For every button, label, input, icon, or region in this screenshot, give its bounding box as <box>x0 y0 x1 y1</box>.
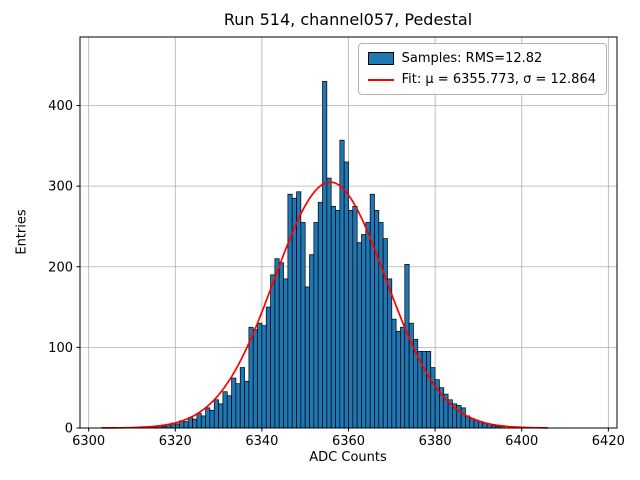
histogram-bar <box>382 238 388 429</box>
histogram-bar <box>304 286 310 429</box>
y-tick-label: 0 <box>65 422 73 437</box>
histogram-bar <box>213 399 219 429</box>
x-tick-label: 6420 <box>592 434 625 449</box>
fit-curve <box>101 181 548 429</box>
y-tick-label: 200 <box>48 260 73 275</box>
histogram-bar <box>374 209 380 429</box>
y-tick-label: 100 <box>48 341 73 356</box>
x-tick-label: 6320 <box>159 434 192 449</box>
histogram-bar <box>352 205 358 429</box>
histogram-bar <box>192 418 198 429</box>
samples-legend-label: Samples: RMS=12.82 <box>401 51 543 66</box>
histogram-bar <box>274 258 280 429</box>
histogram-bar <box>356 242 362 429</box>
histogram-bar <box>421 351 427 429</box>
histogram-bar <box>205 407 211 429</box>
histogram-bar <box>391 318 397 429</box>
histogram-bar <box>183 421 189 429</box>
samples-legend-swatch <box>367 52 394 65</box>
histogram-bar <box>209 409 215 429</box>
histogram-bar <box>261 325 267 429</box>
histogram-bar <box>426 351 432 429</box>
histogram-bar <box>430 367 436 429</box>
fit-legend-label: Fit: μ = 6355.773, σ = 12.864 <box>401 72 596 87</box>
histogram-bar <box>174 423 180 429</box>
histogram-bar <box>313 222 319 429</box>
histogram-bar <box>361 234 367 429</box>
histogram-bar <box>326 177 332 429</box>
histogram-bar <box>378 222 384 429</box>
legend: Samples: RMS=12.82 Fit: μ = 6355.773, σ … <box>357 43 607 95</box>
histogram-bar <box>322 80 328 429</box>
histogram-bar <box>278 262 284 429</box>
histogram-bar <box>235 383 241 429</box>
histogram-bar <box>317 201 323 429</box>
histogram-bar <box>365 222 371 429</box>
histogram-bar <box>222 391 228 429</box>
x-tick-label: 6400 <box>505 434 538 449</box>
fit-legend-swatch <box>367 78 394 81</box>
x-tick-label: 6340 <box>245 434 278 449</box>
histogram-bar <box>252 329 258 429</box>
histogram-bar <box>218 403 224 429</box>
histogram-bar <box>343 161 349 429</box>
y-tick-label: 400 <box>48 99 73 114</box>
histogram-bar <box>196 413 202 429</box>
legend-row-samples: Samples: RMS=12.82 <box>367 51 596 66</box>
histogram-bar <box>460 407 466 429</box>
y-axis-label: Entries <box>14 209 30 255</box>
histogram-bar <box>265 306 271 429</box>
x-tick-label: 6360 <box>332 434 365 449</box>
y-tick-label: 300 <box>48 180 73 195</box>
chart-title: Run 514, channel057, Pedestal <box>223 10 473 29</box>
histogram-bar <box>330 205 336 429</box>
histogram-bar <box>200 415 206 429</box>
histogram-bar <box>187 417 193 429</box>
histogram-bar <box>395 330 401 429</box>
histogram-bar <box>300 222 306 429</box>
histogram-bar <box>231 377 237 429</box>
histogram-bar <box>296 191 302 429</box>
legend-row-fit: Fit: μ = 6355.773, σ = 12.864 <box>367 72 596 87</box>
histogram-bar <box>369 193 375 429</box>
histogram-bar <box>239 367 245 429</box>
x-tick-label: 6300 <box>72 434 105 449</box>
histogram-bar <box>283 278 289 429</box>
histogram-bar <box>348 209 354 429</box>
histogram-bar <box>226 395 232 429</box>
histogram-bar <box>244 380 250 429</box>
histogram-bar <box>335 209 341 429</box>
histogram-bar <box>257 322 263 429</box>
x-tick-label: 6380 <box>419 434 452 449</box>
histogram-bar <box>404 263 410 429</box>
histogram-bar <box>309 254 315 429</box>
histogram-bar <box>270 274 276 429</box>
histogram-bar <box>287 193 293 429</box>
x-axis-label: ADC Counts <box>309 450 387 465</box>
histogram-bar <box>387 278 393 429</box>
histogram-bar <box>339 139 345 429</box>
histogram-bar <box>400 326 406 429</box>
